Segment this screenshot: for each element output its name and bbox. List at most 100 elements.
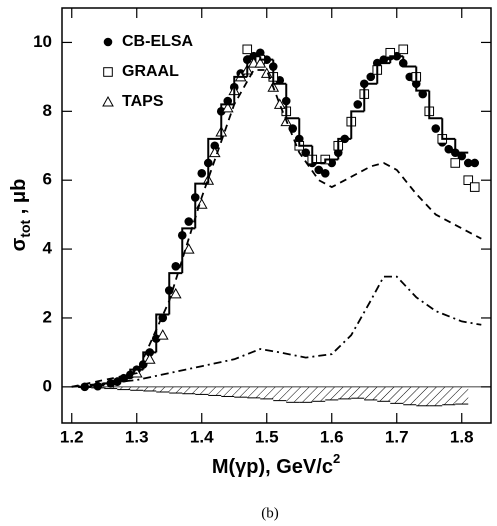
data-point: [210, 141, 220, 151]
hatched-bar: [143, 386, 157, 391]
histogram-step: [116, 377, 131, 384]
hatched-bar: [91, 386, 105, 388]
histogram-step: [454, 138, 469, 154]
data-point: [182, 243, 195, 254]
hatched-bar: [455, 386, 469, 405]
legend-marker: [103, 67, 113, 77]
histogram-step: [259, 56, 274, 61]
histogram-step: [298, 118, 313, 147]
data-point: [169, 287, 182, 299]
legend-marker: [102, 95, 114, 107]
hatched-bar: [390, 386, 404, 404]
data-point: [469, 182, 480, 192]
histogram-step: [389, 55, 404, 64]
hatched-bar: [195, 386, 209, 395]
model-curve: [71, 275, 482, 388]
histogram-step: [129, 368, 144, 379]
hatched-bar: [273, 386, 287, 401]
hatched-bar: [299, 386, 313, 403]
y-label-rest: , μb: [8, 179, 30, 220]
histogram-step: [155, 313, 170, 353]
y-label-sub: tot: [17, 219, 33, 237]
x-tick-label: 1.8: [450, 427, 474, 446]
x-tick-label: 1.5: [255, 427, 279, 446]
histogram-step: [246, 55, 261, 77]
y-axis-label: σtot , μb: [8, 179, 32, 252]
hatched-bar: [403, 386, 417, 405]
hatched-bar: [117, 386, 131, 390]
histogram-step: [402, 56, 417, 68]
legend-label: TAPS: [122, 93, 164, 110]
data-point: [223, 96, 233, 106]
data-point: [184, 217, 194, 226]
plot-frame: [61, 7, 492, 424]
y-tick-label: 10: [33, 32, 52, 51]
histogram-step: [376, 62, 391, 84]
hatched-bar: [416, 386, 430, 406]
hatched-bar: [429, 386, 443, 406]
legend-label: CB-ELSA: [122, 33, 194, 50]
y-tick-label: 6: [43, 170, 52, 189]
hatched-bar: [260, 386, 274, 399]
y-tick-label: 0: [43, 376, 52, 395]
data-point: [273, 98, 286, 109]
data-point: [254, 57, 267, 68]
hatched-bar: [234, 386, 248, 398]
histogram-step: [233, 75, 248, 105]
histogram-step: [337, 137, 352, 160]
x-label-main: M(γp), GeV/c: [212, 456, 333, 478]
x-tick-label: 1.6: [320, 427, 344, 446]
hatched-bar: [351, 386, 365, 399]
legend-marker: [103, 37, 113, 47]
hatched-bar: [221, 386, 235, 397]
caption: (b): [261, 505, 279, 521]
model-curve: [71, 69, 482, 388]
hatched-bar: [169, 386, 183, 394]
data-point: [242, 44, 253, 55]
hatched-bar: [104, 386, 118, 389]
x-tick-label: 1.7: [385, 427, 409, 446]
histogram-step: [415, 66, 430, 92]
x-tick-label: 1.2: [60, 427, 84, 446]
data-point: [197, 169, 207, 178]
histogram-step: [142, 351, 157, 370]
data-point: [171, 261, 181, 271]
hatched-bar: [442, 386, 456, 405]
data-point: [314, 165, 324, 175]
y-tick-label: 4: [43, 239, 53, 258]
hatched-bar: [338, 386, 352, 399]
histogram-step: [350, 110, 365, 139]
histogram-step: [181, 227, 196, 274]
histogram-step: [207, 137, 222, 184]
data-point: [93, 381, 103, 391]
y-label-main: σ: [8, 237, 30, 251]
histogram-step: [220, 103, 235, 139]
hatched-bar: [130, 386, 144, 391]
hatched-bar: [208, 386, 222, 396]
histogram-step: [428, 90, 443, 120]
data-point: [444, 144, 454, 154]
data-point: [470, 158, 480, 168]
data-point: [353, 100, 363, 109]
x-axis-label: M(γp), GeV/c2: [212, 451, 340, 478]
data-point: [221, 101, 234, 113]
histogram-step: [363, 82, 378, 112]
hatched-bar: [286, 386, 300, 403]
histogram-step: [324, 158, 339, 163]
data-point: [463, 175, 474, 185]
data-point: [320, 169, 330, 178]
data-point: [418, 89, 428, 99]
data-point: [463, 158, 473, 168]
hatched-bar: [364, 386, 378, 400]
hatched-bar: [182, 386, 196, 394]
legend-label: GRAAL: [122, 63, 179, 80]
hatched-bar: [377, 386, 391, 402]
x-tick-label: 1.3: [125, 427, 149, 446]
y-tick-label: 2: [43, 307, 52, 326]
data-point: [398, 44, 409, 55]
data-point: [450, 158, 461, 168]
hatched-bar: [156, 386, 170, 393]
histogram-step: [441, 118, 456, 140]
data-point: [156, 329, 169, 340]
